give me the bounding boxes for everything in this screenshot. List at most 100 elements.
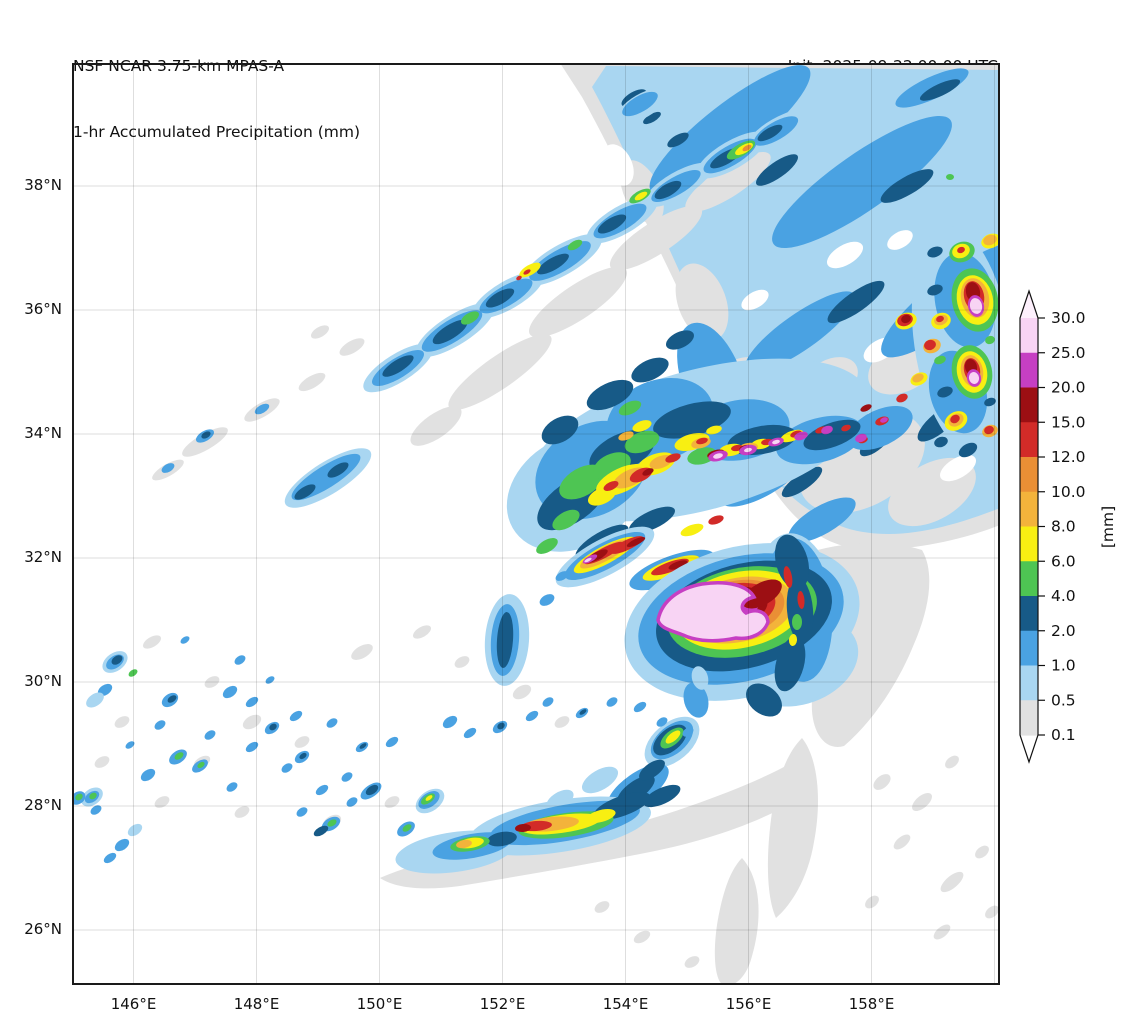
y-tick-label: 28°N <box>24 796 62 814</box>
precip-contour-cell <box>772 115 952 249</box>
colorbar-segment <box>1020 561 1038 597</box>
precip-contour-cell <box>934 355 946 365</box>
precip-contour-cell <box>880 417 888 423</box>
precip-contour-cell <box>934 436 948 448</box>
precip-contour-cell <box>555 571 569 581</box>
precip-contour-cell <box>516 275 522 281</box>
precip-contour-cell <box>432 319 468 345</box>
precip-contour-region <box>714 858 759 985</box>
precip-contour-cell <box>234 806 250 818</box>
precip-contour-cell <box>631 357 669 383</box>
precip-contour-cell <box>487 831 517 847</box>
precip-contour-cell <box>94 756 110 768</box>
precip-contour-cell <box>682 727 694 737</box>
y-tick-label: 36°N <box>24 300 62 318</box>
precip-contour-cell <box>559 464 605 500</box>
precip-contour-cell <box>586 379 634 411</box>
precip-contour-cell <box>245 741 259 753</box>
x-tick-label: 146°E <box>110 995 157 1013</box>
precip-contour-cell <box>351 644 373 660</box>
colorbar-tick-label: 12.0 <box>1051 448 1086 466</box>
precip-contour-cell <box>927 246 943 258</box>
precip-contour-cell <box>985 335 995 345</box>
precip-contour-cell <box>643 111 661 125</box>
precip-contour-cell <box>708 515 724 525</box>
precip-contour-cell <box>539 594 555 606</box>
precip-contour-cell <box>744 447 752 453</box>
precip-contour-cell <box>281 763 293 773</box>
precip-contour-cell <box>821 425 833 435</box>
colorbar-under-arrow <box>1020 735 1038 762</box>
precip-contour-cell <box>75 793 83 801</box>
precip-contour-cell <box>140 768 156 782</box>
precip-contour-cell <box>665 453 681 463</box>
precip-contour-cell <box>788 497 856 543</box>
precip-contour-cell <box>536 538 558 554</box>
precip-contour-cell <box>180 636 190 644</box>
precip-contour-cell <box>887 230 913 250</box>
colorbar-tick-label: 1.0 <box>1051 657 1076 675</box>
precip-contour-cell <box>242 714 262 730</box>
colorbar-tick-label: 30.0 <box>1051 309 1086 327</box>
precip-contour-cell <box>609 205 703 271</box>
precip-contour-cell <box>797 591 805 609</box>
precip-contour-cell <box>523 269 531 275</box>
precip-contour-cell <box>327 462 349 478</box>
colorbar-tick-label: 15.0 <box>1051 413 1086 431</box>
precip-contour-cell <box>289 710 303 722</box>
precip-contour-cell <box>746 683 782 717</box>
precip-contour-cell <box>456 839 472 849</box>
precip-contour-cell <box>774 636 806 692</box>
colorbar: 30.0 25.0 20.0 15.0 12.0 10.0 8.0 6.0 4.0 2.0 1.0 0… <box>1019 289 1117 764</box>
precip-contour-cell <box>855 433 867 443</box>
precip-contour-cell <box>269 723 277 731</box>
precip-contour-cell <box>167 695 177 703</box>
colorbar-tick-label: 4.0 <box>1051 587 1076 605</box>
precip-contour-cell <box>299 752 307 760</box>
precip-contour-cell <box>940 871 964 893</box>
precip-contour-cell <box>402 824 412 832</box>
precip-contour-cell <box>841 424 851 432</box>
y-tick-label: 34°N <box>24 424 62 442</box>
precip-contour-cell <box>939 454 977 482</box>
colorbar-units-label: [mm] <box>1099 506 1117 548</box>
precip-contour-cell <box>365 784 379 796</box>
precip-contour-cell <box>639 759 665 781</box>
precip-contour-cell <box>346 797 358 807</box>
precip-contour-cell <box>957 246 965 254</box>
precip-contour-cell <box>684 956 700 968</box>
precip-contour-cell <box>410 406 462 446</box>
precip-contour-cell <box>128 669 138 677</box>
precip-contour-cell <box>912 793 932 811</box>
precip-contour-cell <box>649 65 811 195</box>
colorbar-segment <box>1020 387 1038 423</box>
precip-contour-cell <box>182 427 228 457</box>
precip-contour-cell <box>296 807 308 817</box>
precip-contour-cell <box>315 784 329 796</box>
precip-contour-cell <box>985 905 999 919</box>
precip-contour-cell <box>90 805 102 815</box>
precip-contour-cell <box>485 288 515 308</box>
precip-contour-cell <box>912 373 924 383</box>
precip-contour-cell <box>622 91 658 117</box>
precip-contour-cell <box>294 484 316 500</box>
precip-contour-cell <box>969 298 983 314</box>
precip-contour-cell <box>781 466 823 498</box>
precip-contour-cell <box>873 774 891 790</box>
precip-contour-cell <box>665 730 681 744</box>
precip-contour-cell <box>603 481 619 491</box>
precip-contour-cell <box>937 386 953 398</box>
precip-contour-cell <box>826 241 864 269</box>
precip-contour-cell <box>86 692 104 708</box>
precip-contour-cell <box>792 614 802 630</box>
precip-contour-cell <box>618 431 634 441</box>
precip-contour-cell <box>154 720 166 730</box>
precip-contour-cell <box>936 315 944 323</box>
colorbar-tick-label: 0.1 <box>1051 726 1076 744</box>
precipitation-field <box>72 63 1000 985</box>
x-tick-label: 148°E <box>233 995 280 1013</box>
precip-contour-cell <box>515 823 531 833</box>
precip-contour-cell <box>958 442 978 458</box>
precip-contour-cell <box>385 736 399 748</box>
